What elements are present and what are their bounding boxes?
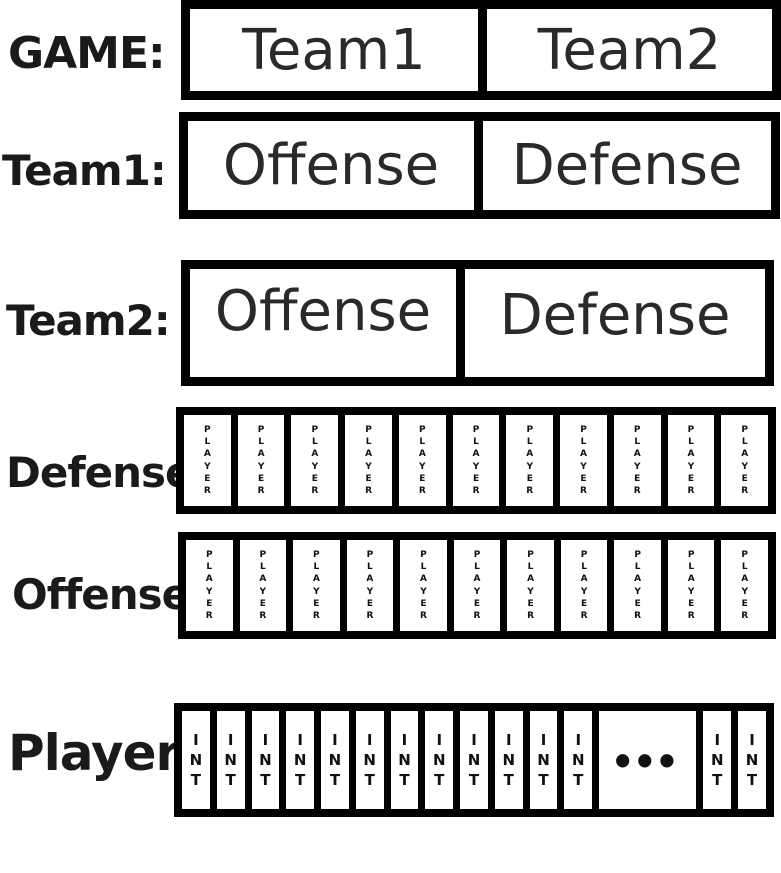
player-strip: I N T I N T I N T I N T I N T I N T I N T I N T I N T I N T I N T I N T ••• I…	[174, 703, 774, 817]
team1-divider	[474, 121, 483, 210]
player-ellipsis: •••	[592, 711, 696, 809]
game-box: Team1 Team2	[181, 0, 781, 100]
team2-label: Team2:	[6, 296, 171, 345]
team2-box: Offense Defense	[181, 260, 774, 386]
team2-divider	[456, 269, 465, 377]
defense-label: Defense:	[6, 448, 209, 497]
team2-offense-cell: Offense	[214, 279, 432, 344]
game-team1-cell: Team1	[242, 17, 426, 83]
game-team2-cell: Team2	[537, 17, 722, 83]
team1-defense-cell: Defense	[511, 133, 743, 198]
player-label: Player:	[8, 724, 199, 782]
game-label: GAME:	[8, 28, 166, 79]
offense-label: Offense:	[12, 570, 206, 619]
team1-label: Team1:	[2, 146, 167, 195]
team1-offense-cell: Offense	[222, 133, 440, 198]
team2-defense-cell: Defense	[499, 283, 731, 348]
game-divider	[478, 9, 487, 91]
team1-box: Offense Defense	[179, 112, 780, 219]
